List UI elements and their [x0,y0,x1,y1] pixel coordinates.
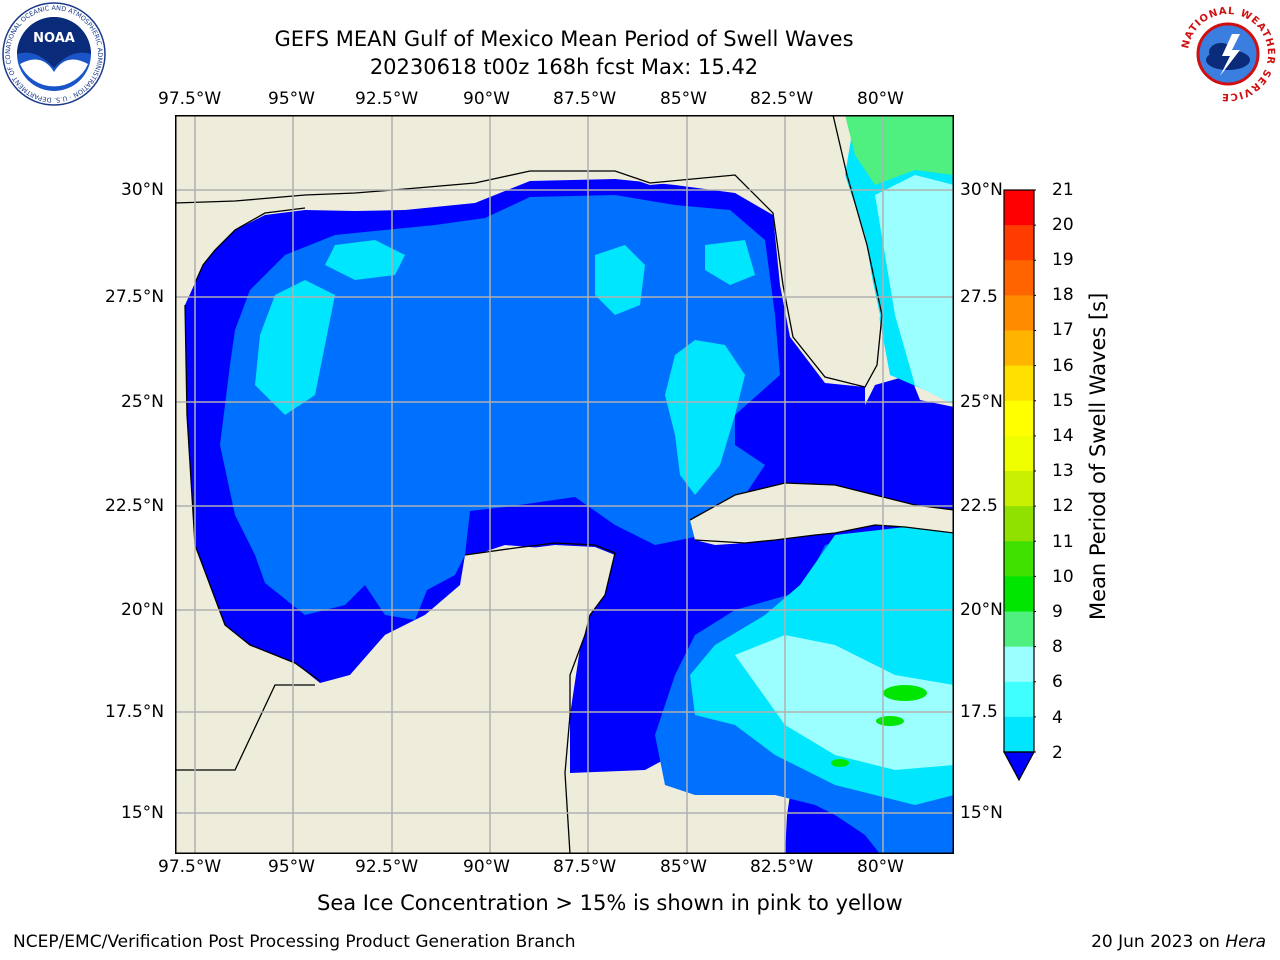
lat-label-left: 25°N [121,392,164,412]
colorbar-segment [1004,225,1034,261]
colorbar-tick: 12 [1052,496,1074,516]
colorbar-tick: 10 [1052,567,1074,587]
colorbar-tick: 9 [1052,602,1063,622]
lon-label-top: 85°W [660,89,707,109]
florida-land [175,115,954,385]
colorbar-extension [1002,751,1036,782]
lon-label-bottom: 82.5°W [750,857,814,877]
chart-title: GEFS MEAN Gulf of Mexico Mean Period of … [274,27,854,51]
colorbar-tick: 17 [1052,320,1074,340]
lat-label-left: 15°N [121,803,164,823]
swell-region-green [876,716,904,726]
lat-label-left: 17.5°N [105,702,165,722]
colorbar-segment [1004,435,1034,472]
colorbar-segment [1004,506,1034,542]
lat-label-right: 25°N [960,392,1003,412]
colorbar-segment [1004,541,1034,577]
nws-logo: NATIONAL WEATHER SERVICE [1176,2,1280,106]
graticule [175,115,954,854]
colorbar-tick: 21 [1052,180,1074,200]
lat-label-right: 30°N [960,180,1003,200]
swell-region-cyan [705,240,755,285]
colorbar-tick: 14 [1052,426,1074,446]
swell-region-cyan [665,340,745,495]
lon-label-top: 92.5°W [355,89,419,109]
colorbar-tick: 2 [1052,743,1063,763]
footer-credit: NCEP/EMC/Verification Post Processing Pr… [13,932,576,952]
footer-host: Hera [1225,932,1266,952]
footer-date-text: 20 Jun 2023 on [1091,932,1226,952]
lon-label-bottom: 97.5°W [158,857,222,877]
colorbar-segment [1004,260,1034,296]
lat-label-right: 17.5 [960,702,998,722]
lat-label-right: 15°N [960,803,1003,823]
lon-label-bottom: 87.5°W [553,857,617,877]
colorbar-label: Mean Period of Swell Waves [s] [1086,292,1110,620]
noaa-logo: NATIONAL OCEANIC AND ATMOSPHERIC ADMINIS… [2,2,106,106]
lon-label-bottom: 80°W [857,857,904,877]
lon-label-top: 87.5°W [553,89,617,109]
swell-region-green [883,685,927,701]
colorbar-tick: 15 [1052,391,1074,411]
colorbar-segment [1004,400,1034,437]
lon-label-top: 82.5°W [750,89,814,109]
svg-text:NOAA: NOAA [33,31,75,46]
lon-label-bottom: 92.5°W [355,857,419,877]
lon-label-bottom: 85°W [660,857,707,877]
lat-label-right: 22.5 [960,496,998,516]
colorbar-tick: 8 [1052,637,1063,657]
colorbar-segment [1004,295,1034,331]
lon-label-top: 80°W [857,89,904,109]
colorbar-segment [1004,716,1034,753]
footer-date: 20 Jun 2023 on Hera [1091,932,1266,952]
coastlines [175,115,954,854]
map-border [175,115,954,854]
colorbar-segment [1004,576,1034,612]
lat-label-left: 27.5°N [105,287,165,307]
colorbar-segment [1004,190,1034,226]
swell-region-cyan [325,240,405,280]
swell-region-green [845,115,954,185]
colorbar-tick: 20 [1052,215,1074,235]
colorbar-tick: 18 [1052,285,1074,305]
colorbar-tick: 16 [1052,356,1074,376]
swell-region-green [831,759,849,767]
sea-ice-note: Sea Ice Concentration > 15% is shown in … [317,891,903,915]
colorbar-tick: 6 [1052,672,1063,692]
yucatan-land [175,545,615,854]
lat-label-left: 30°N [121,180,164,200]
colorbar-segment [1004,471,1034,507]
lat-label-left: 20°N [121,600,164,620]
colorbar-tick: 13 [1052,461,1074,481]
swell-region-pale [875,175,954,405]
colorbar [1002,188,1036,784]
colorbar-tick: 11 [1052,532,1074,552]
lon-label-top: 90°W [463,89,510,109]
colorbar-segment [1004,611,1034,648]
colorbar-segment [1004,365,1034,402]
lon-label-bottom: 90°W [463,857,510,877]
lat-label-right: 27.5 [960,287,998,307]
gulf-map [175,115,954,854]
colorbar-segment [1004,330,1034,367]
colorbar-segment [1004,681,1034,718]
lon-label-top: 95°W [268,89,315,109]
lon-label-top: 97.5°W [158,89,222,109]
lat-label-right: 20°N [960,600,1003,620]
lat-label-left: 22.5°N [105,496,165,516]
lon-label-bottom: 95°W [268,857,315,877]
colorbar-tick: 19 [1052,250,1074,270]
swell-region-pale [735,635,954,770]
colorbar-tick: 4 [1052,708,1063,728]
colorbar-segment [1004,646,1034,683]
swell-region-cyan [255,280,335,415]
chart-subtitle: 20230618 t00z 168h fcst Max: 15.42 [369,55,759,79]
